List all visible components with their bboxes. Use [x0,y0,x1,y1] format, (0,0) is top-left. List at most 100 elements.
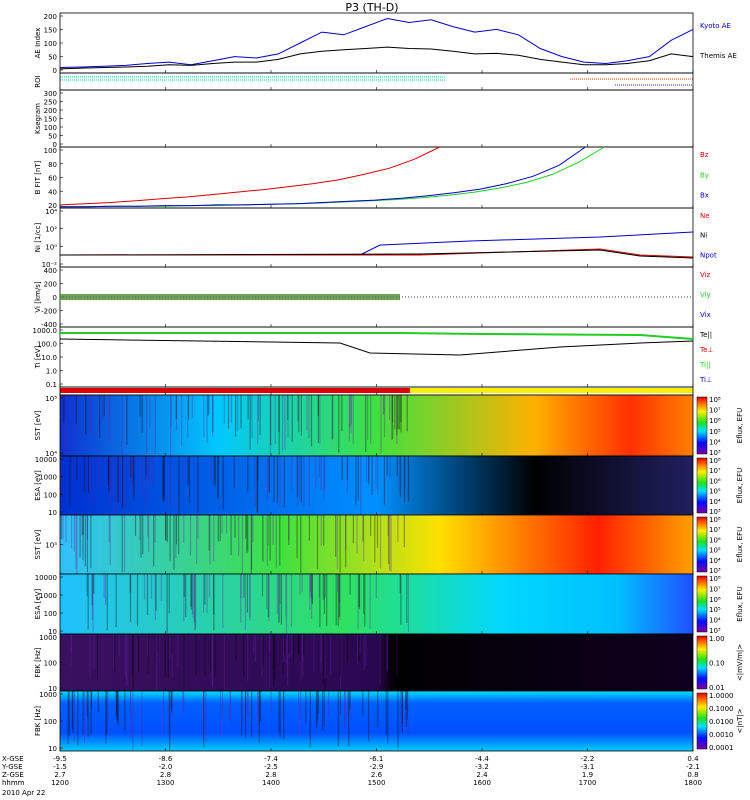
fbk_e-streak [96,634,99,681]
sst_i-cbar-tick: 10⁷ [709,526,721,534]
sst_i-streak [246,515,248,554]
fbk_b-streak [115,691,117,717]
esa_i-streak [358,574,361,609]
esa_e-streak [188,456,191,503]
ni-ytick: 10⁰ [45,243,57,251]
esa_i-streak [166,574,168,633]
ti-ylabel: Ti [eV] [34,345,42,369]
fbk_e-streak [70,634,72,666]
esa_i-streak [280,574,282,625]
sst_e-streak [341,395,343,432]
fbk_e-cbar-label: <|mV/m|> [736,644,744,681]
fbk_e-colorbar [696,635,708,690]
sst_e-streak [257,395,259,444]
esa_i-streak [406,574,408,623]
fbk_b-streak [400,691,402,731]
fbk_b-streak [401,691,403,724]
sst_i-streak [335,515,337,557]
fbk_e-streak [386,634,388,670]
fbk_b-streak [163,691,165,736]
bfit-legend-entry: Bx [700,192,709,200]
sst_e-streak [99,395,101,439]
sst_e-streak [282,395,284,451]
xaxis-row-label: X-GSE [2,755,24,763]
ni-legend-entry: Ni [700,232,707,240]
vi-ylabel: Vi [km/s] [34,281,42,312]
ni-legend-entry: Ne [700,212,710,220]
sst_e-streak [187,395,189,438]
vi-ytick: 200 [44,281,57,289]
sst_e-streak [308,395,310,439]
fbk_e-streak [274,634,276,679]
fbk_e-streak [346,634,349,663]
esa_i-streak [339,574,341,620]
sst_e-streak [406,395,408,432]
xaxis-tick-label: 1300 [157,779,175,787]
ni-trace [59,249,694,259]
sst_e-streak [121,395,123,455]
sst_e-spectrogram [60,395,693,456]
esa_e-streak [320,456,322,490]
fbk_b-streak [405,691,407,727]
bfit-ylabel: B FIT [nT] [34,160,42,194]
kp-ytick: 50 [48,133,57,141]
fbk_b-streak [203,691,205,721]
sst_i-streak [165,515,167,541]
sst_i-streak [175,515,178,545]
esa_e-streak [129,456,131,481]
esa_i-streak [106,574,108,631]
esa_i-streak [103,574,105,599]
sst_e-ytick: 10⁵ [45,395,57,403]
sst_i-streak [389,515,391,571]
xaxis-tick-label: -1.5 [53,763,67,771]
fbk_b-streak [132,691,134,750]
mode-bar-yellow [410,388,693,393]
sst_i-streak [90,515,92,569]
esa_i-streak [261,574,264,597]
xaxis-row-label: Y-GSE [1,763,23,771]
sst_e-streak [291,395,293,443]
fbk_b-streak [219,691,221,737]
fbk_e-streak [303,634,305,656]
sst_i-streak [153,515,155,567]
sst_i-streak [320,515,322,546]
fbk_e-cbar-tick: 0.10 [709,660,725,668]
sst_i-streak [75,515,77,569]
esa_e-streak [283,456,285,508]
sst_i-cbar-tick: 10⁸ [709,516,721,524]
sst_e-streak [298,395,300,433]
esa_e-streak [257,456,259,512]
fbk_e-streak [223,634,225,690]
sst_e-streak [108,395,110,441]
fbk_e-streak [118,634,120,657]
esa_i-streak [244,574,246,630]
xaxis-tick-label: 1700 [579,779,597,787]
esa_i-cbar-tick: 10³ [709,627,721,635]
fbk_b-streak [397,691,399,749]
fbk_e-streak [313,634,315,672]
roi-ylabel: ROI [34,75,42,87]
fbk_e-streak [70,634,72,653]
sst_e-streak [207,395,209,416]
sst_e-streak [350,395,352,434]
esa_i-streak [285,574,288,634]
sst_i-streak [140,515,142,558]
fbk_e-streak [269,634,271,652]
esa_i-streak [309,574,311,593]
esa_e-streak [368,456,370,481]
esa_e-streak [386,456,388,476]
sst_i-streak [121,515,123,572]
sst_e-streak [349,395,351,427]
esa_i-streak [249,574,251,621]
fbk_e-streak [386,634,389,673]
fbk_e-streak [282,634,285,663]
fbk_b-streak [171,691,173,713]
sst_e-streak [235,395,237,437]
esa_e-streak [87,456,90,494]
sst_e-colorbar [696,396,708,455]
fbk_b-streak [124,691,126,731]
fbk_e-streak [299,634,301,662]
esa_e-streak [398,456,400,493]
esa_i-streak [268,574,270,621]
sst_i-streak [82,515,84,535]
